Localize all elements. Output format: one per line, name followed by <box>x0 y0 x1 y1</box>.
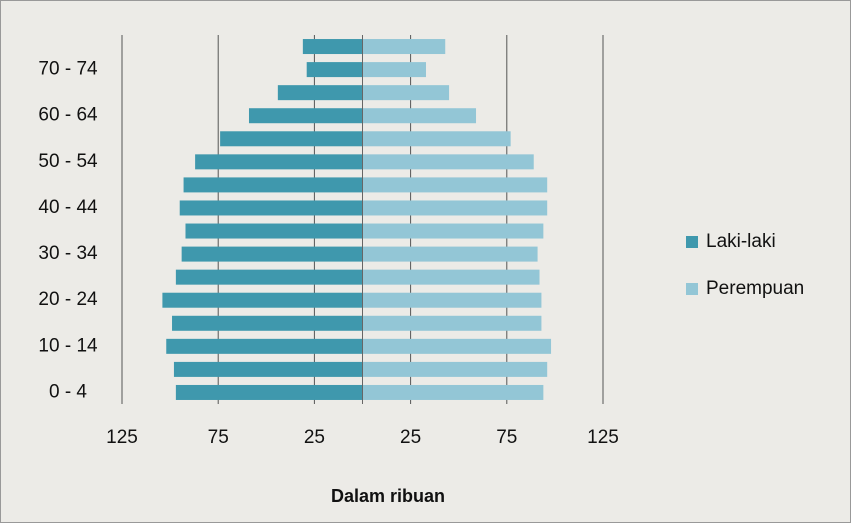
bar <box>362 177 548 193</box>
bar <box>183 177 363 193</box>
bar <box>362 62 426 78</box>
y-tick-label: 0 - 4 <box>49 381 87 402</box>
bar <box>362 292 542 308</box>
x-tick-label: 125 <box>587 427 619 448</box>
x-tick-label: 25 <box>304 427 325 448</box>
bar <box>181 246 363 262</box>
bar <box>162 292 363 308</box>
bar <box>248 108 363 124</box>
bar <box>362 85 450 101</box>
bar <box>306 62 363 78</box>
bar <box>179 200 363 216</box>
x-tick-label: 25 <box>400 427 421 448</box>
y-tick-label: 40 - 44 <box>38 197 98 218</box>
bar <box>362 338 552 354</box>
bar <box>277 85 363 101</box>
legend-swatch <box>686 236 698 248</box>
y-tick-label: 70 - 74 <box>38 59 98 80</box>
legend-label: Laki-laki <box>706 231 776 252</box>
x-tick-label: 75 <box>496 427 517 448</box>
bar <box>175 269 363 285</box>
x-tick-label: 125 <box>106 427 138 448</box>
bar <box>362 154 534 170</box>
legend-label: Perempuan <box>706 278 804 299</box>
bar <box>220 131 363 147</box>
y-tick-label: 60 - 64 <box>38 105 98 126</box>
bar <box>362 200 548 216</box>
bar <box>172 315 363 331</box>
bar <box>173 361 363 377</box>
bar <box>362 269 540 285</box>
y-tick-label: 50 - 54 <box>38 151 98 172</box>
bar <box>362 108 477 124</box>
y-tick-label: 20 - 24 <box>38 289 98 310</box>
legend-swatch <box>686 283 698 295</box>
bar <box>362 223 544 239</box>
bar <box>362 384 544 400</box>
bar <box>362 39 446 55</box>
x-axis-label: Dalam ribuan <box>331 486 445 506</box>
bar <box>175 384 363 400</box>
bar <box>362 131 511 147</box>
bar <box>362 315 542 331</box>
bar <box>166 338 363 354</box>
bar <box>302 39 363 55</box>
y-tick-label: 10 - 14 <box>38 335 98 356</box>
x-tick-label: 75 <box>208 427 229 448</box>
y-tick-label: 30 - 34 <box>38 243 98 264</box>
bar <box>185 223 363 239</box>
bar <box>195 154 363 170</box>
bar <box>362 361 548 377</box>
bar <box>362 246 538 262</box>
